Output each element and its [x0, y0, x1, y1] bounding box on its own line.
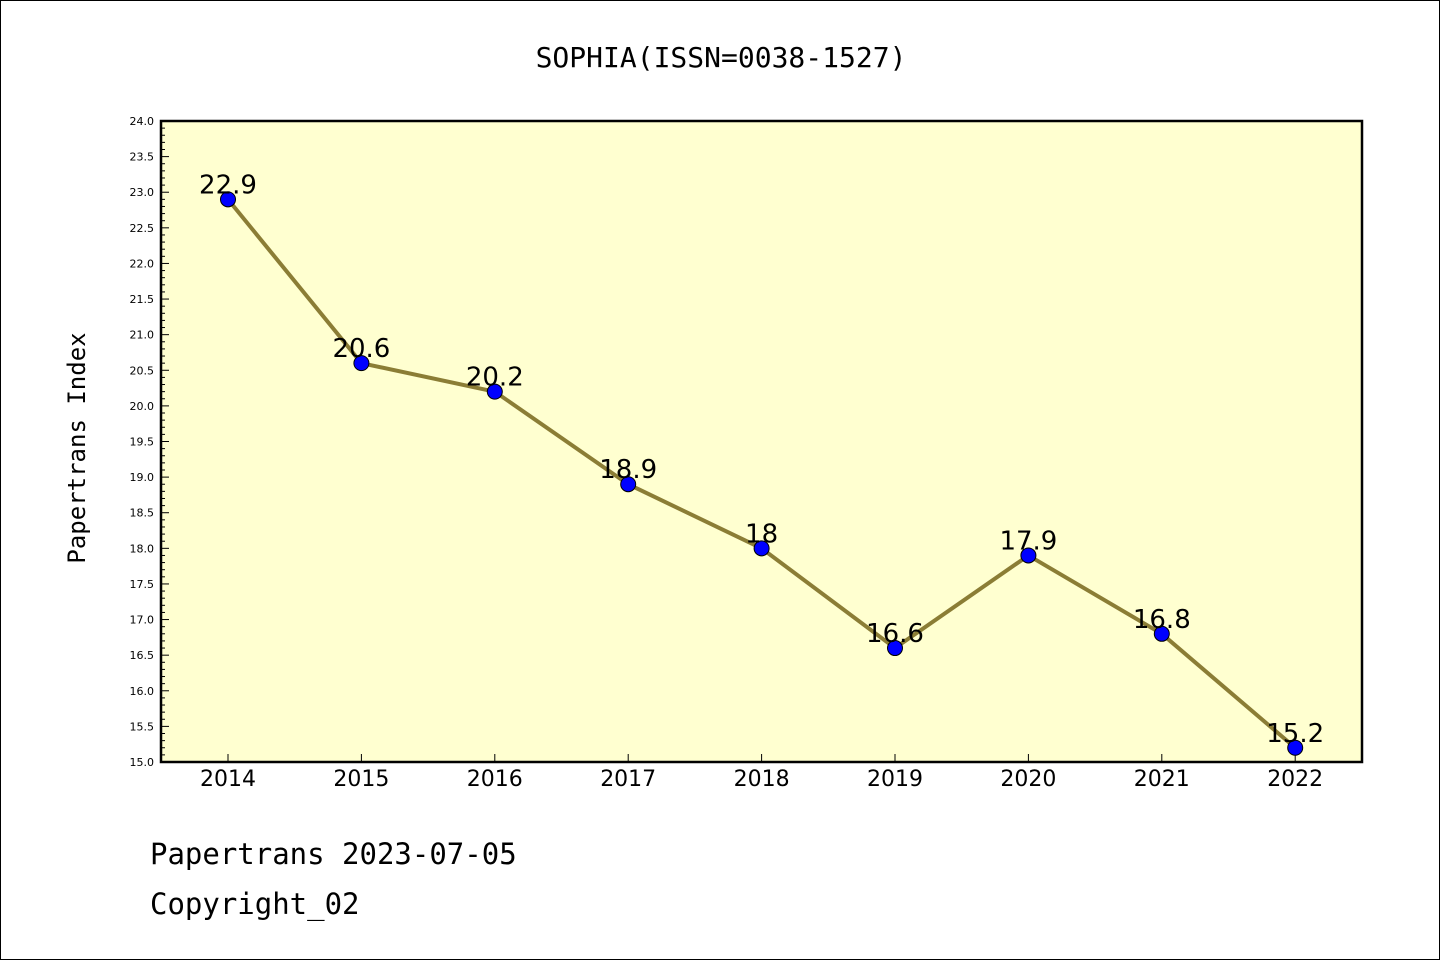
data-point-marker — [1287, 739, 1304, 756]
data-label: 18.9 — [599, 455, 657, 485]
data-label: 16.8 — [1133, 605, 1191, 635]
x-tick-label: 2021 — [1134, 767, 1190, 792]
series-group — [220, 191, 1304, 756]
data-label: 20.6 — [332, 334, 390, 364]
y-axis-label: Papertrans Index — [63, 332, 91, 563]
x-tick-label: 2020 — [1000, 767, 1056, 792]
x-tick-label: 2022 — [1267, 767, 1323, 792]
y-tick-label: 21.5 — [130, 293, 155, 306]
y-tick-label: 17.5 — [130, 578, 155, 591]
x-tick-label: 2017 — [600, 767, 656, 792]
footer-date-line: Papertrans 2023-07-05 — [150, 837, 517, 871]
y-tick-label: 19.0 — [130, 471, 155, 484]
x-tick-label: 2016 — [467, 767, 523, 792]
data-label: 18 — [745, 519, 778, 549]
data-point-marker — [220, 191, 236, 208]
y-tick-label: 18.5 — [130, 507, 155, 520]
footer-copyright-line: Copyright_02 — [150, 887, 360, 921]
y-tick-label: 23.0 — [130, 186, 155, 199]
data-point-marker — [1020, 547, 1037, 564]
y-tick-label: 24.0 — [130, 115, 155, 128]
y-tick-label: 17.0 — [130, 614, 155, 627]
data-point-marker — [486, 383, 503, 400]
plot-area — [161, 121, 1362, 762]
data-label: 15.2 — [1266, 719, 1324, 749]
y-tick-label: 21.0 — [130, 329, 155, 342]
data-point-marker — [1153, 625, 1170, 642]
y-axis-ticks: 15.0 15.5 16.0 16.5 17.0 17.5 18.0 18.5 19.0 19.5… — [130, 115, 169, 769]
data-point-marker — [753, 540, 770, 557]
y-tick-label: 16.0 — [130, 685, 155, 698]
plot-frame — [159, 119, 1364, 764]
x-tick-label: 2015 — [333, 767, 389, 792]
data-label: 20.2 — [466, 363, 524, 393]
y-tick-label: 15.0 — [130, 756, 155, 769]
y-tick-label: 22.0 — [130, 257, 155, 270]
x-axis-ticks: 2014 2015 2016 2017 2018 2019 2020 2021 2022 — [200, 754, 1323, 792]
y-tick-label: 22.5 — [130, 222, 155, 235]
data-label: 16.6 — [866, 619, 924, 649]
y-tick-label: 20.0 — [130, 400, 155, 413]
y-tick-label: 18.0 — [130, 542, 155, 555]
data-label: 22.9 — [199, 170, 257, 200]
y-tick-label: 15.5 — [130, 720, 155, 733]
y-tick-label: 19.5 — [130, 436, 155, 449]
x-tick-label: 2018 — [734, 767, 790, 792]
x-tick-label: 2014 — [200, 767, 256, 792]
y-tick-label: 16.5 — [130, 649, 155, 662]
data-point-marker — [353, 355, 370, 372]
data-label: 17.9 — [999, 526, 1057, 556]
data-point-marker — [887, 640, 903, 657]
y-tick-label: 20.5 — [130, 364, 155, 377]
chart-title: SOPHIA(ISSN=0038-1527) — [536, 41, 907, 74]
data-point-marker — [620, 476, 637, 493]
x-tick-label: 2019 — [867, 767, 923, 792]
y-tick-label: 23.5 — [130, 151, 155, 164]
data-labels: 22.9 20.6 20.2 18.9 18 16.6 17.9 16.8 15.2 — [199, 170, 1324, 748]
